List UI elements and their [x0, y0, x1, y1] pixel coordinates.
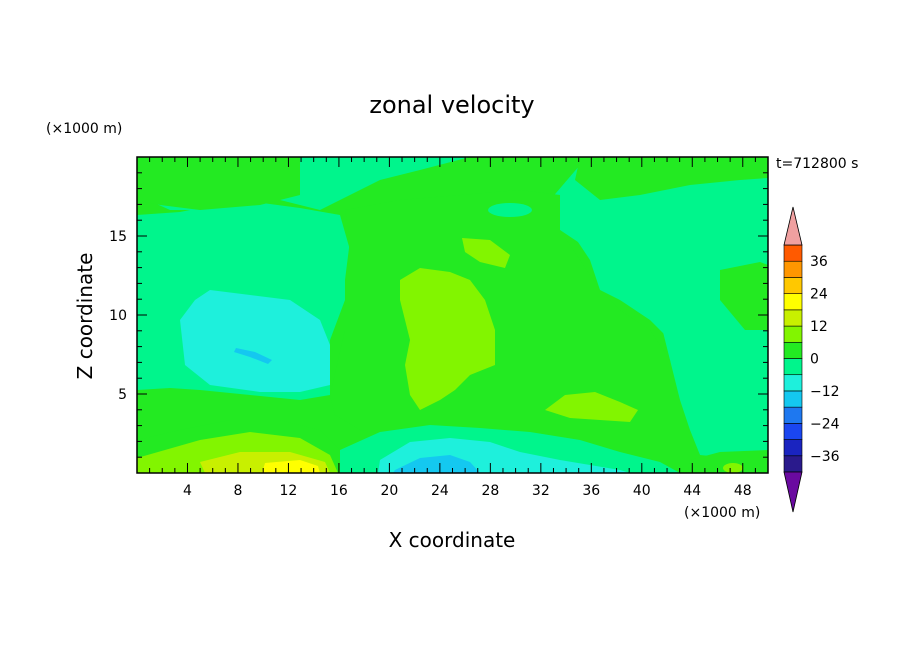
plot-frame — [136, 156, 769, 474]
contour-band-6-12-core — [400, 268, 495, 410]
contour-field — [137, 157, 768, 473]
contour-band-neg6-0-right — [550, 158, 768, 455]
colorbar-extend-max — [783, 206, 803, 246]
x-tick-label: 20 — [380, 483, 398, 499]
colorbar-band — [783, 406, 803, 424]
x-tick-label: 32 — [532, 483, 550, 499]
colorbar-tick-label: 36 — [810, 254, 828, 270]
x-tick-label: 4 — [183, 483, 192, 499]
y-unit-label: (×1000 m) — [46, 121, 122, 137]
x-axis-label: X coordinate — [389, 528, 516, 552]
x-tick-label: 36 — [582, 483, 600, 499]
contour-band-upper-patch — [488, 203, 532, 217]
contour-band-0-6-upper — [137, 157, 300, 210]
contour-band-neg12-neg6-streak — [234, 348, 272, 364]
colorbar-band — [783, 374, 803, 392]
x-tick-label: 28 — [481, 483, 499, 499]
colorbar-band — [783, 260, 803, 278]
colorbar-band — [783, 341, 803, 359]
colorbar-band — [783, 309, 803, 327]
y-axis-label: Z coordinate — [73, 253, 97, 380]
colorbar-band — [783, 423, 803, 440]
x-tick-label: 8 — [233, 483, 242, 499]
x-unit-label: (×1000 m) — [684, 505, 760, 521]
x-tick-label: 12 — [280, 483, 298, 499]
contour-band-0-6-surface-right — [688, 450, 768, 473]
contour-band-6-12-upper — [462, 238, 510, 268]
colorbar-tick-label: 0 — [810, 352, 819, 368]
colorbar-extend-min — [783, 471, 803, 513]
time-label: t=712800 s — [776, 156, 858, 172]
chart-title: zonal velocity — [369, 91, 534, 119]
colorbar-band — [783, 455, 803, 473]
contour-band-6-12-surface-right — [723, 463, 743, 473]
x-tick-label: 40 — [633, 483, 651, 499]
x-tick-label: 16 — [330, 483, 348, 499]
colorbar-band — [783, 390, 803, 408]
colorbar-band — [783, 325, 803, 343]
colorbar-tick-label: 12 — [810, 319, 828, 335]
colorbar: 36 24 12 0 −12 −24 −36 — [783, 206, 840, 513]
colorbar-band — [783, 358, 803, 376]
contour-band-6-12-right — [545, 392, 638, 422]
colorbar-tick-label: −24 — [810, 416, 840, 432]
contour-band-neg12-neg6 — [180, 290, 330, 392]
x-tick-label: 44 — [683, 483, 701, 499]
colorbar-band — [783, 277, 803, 294]
colorbar-band — [783, 244, 803, 262]
y-tick-label: 5 — [118, 387, 127, 403]
y-tick-label: 15 — [109, 229, 127, 245]
colorbar-tick-label: 24 — [810, 287, 828, 303]
colorbar-band — [783, 293, 803, 311]
colorbar-tick-label: −12 — [810, 384, 840, 400]
colorbar-band — [783, 439, 803, 457]
y-tick-label: 10 — [109, 308, 127, 324]
x-tick-label: 24 — [431, 483, 449, 499]
contour-band-18-24-surface — [262, 460, 320, 473]
contour-band-0-6-rightedge — [720, 262, 768, 330]
contour-band-0-6-right — [575, 157, 768, 200]
x-tick-label: 48 — [734, 483, 752, 499]
colorbar-tick-label: −36 — [810, 449, 840, 465]
